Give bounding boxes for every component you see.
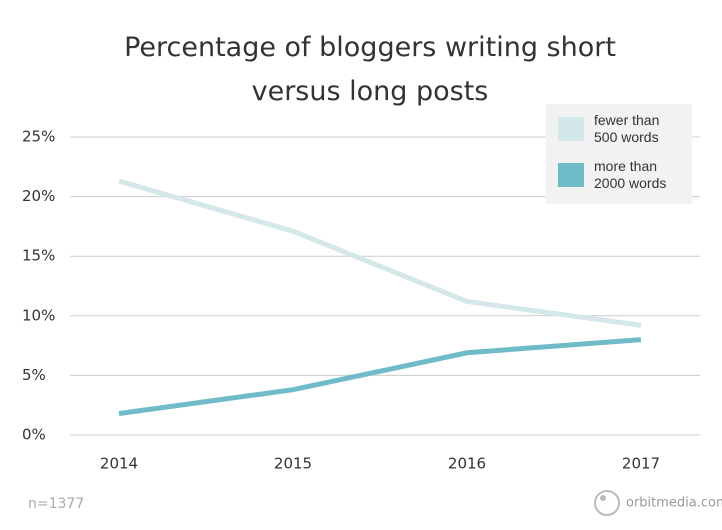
y-tick-label: 10%	[22, 306, 55, 324]
y-tick-label: 0%	[22, 426, 46, 444]
y-tick-label: 20%	[22, 187, 55, 205]
y-tick-label: 15%	[22, 247, 55, 265]
legend-label: fewer than 500 words	[594, 112, 660, 145]
y-tick-label: 25%	[22, 128, 55, 146]
legend-item: more than 2000 words	[558, 158, 684, 192]
x-tick-label: 2017	[622, 455, 660, 473]
note: n=1377	[28, 496, 84, 512]
chart-title: Percentage of bloggers writing short ver…	[124, 32, 616, 107]
x-tick-label: 2016	[448, 455, 486, 473]
x-tick-label: 2014	[100, 455, 138, 473]
source: orbitmedia.com	[626, 496, 722, 511]
legend-label: more than 2000 words	[594, 158, 667, 191]
legend-swatch	[558, 163, 584, 187]
legend: fewer than 500 words more than 2000 words	[546, 104, 692, 204]
logo-icon	[594, 490, 620, 516]
series-line	[118, 178, 642, 328]
legend-swatch	[558, 117, 584, 141]
logo-dot	[600, 495, 606, 501]
series-line	[118, 337, 642, 417]
x-tick-label: 2015	[274, 455, 312, 473]
legend-item: fewer than 500 words	[558, 112, 684, 146]
y-tick-label: 5%	[22, 366, 46, 384]
